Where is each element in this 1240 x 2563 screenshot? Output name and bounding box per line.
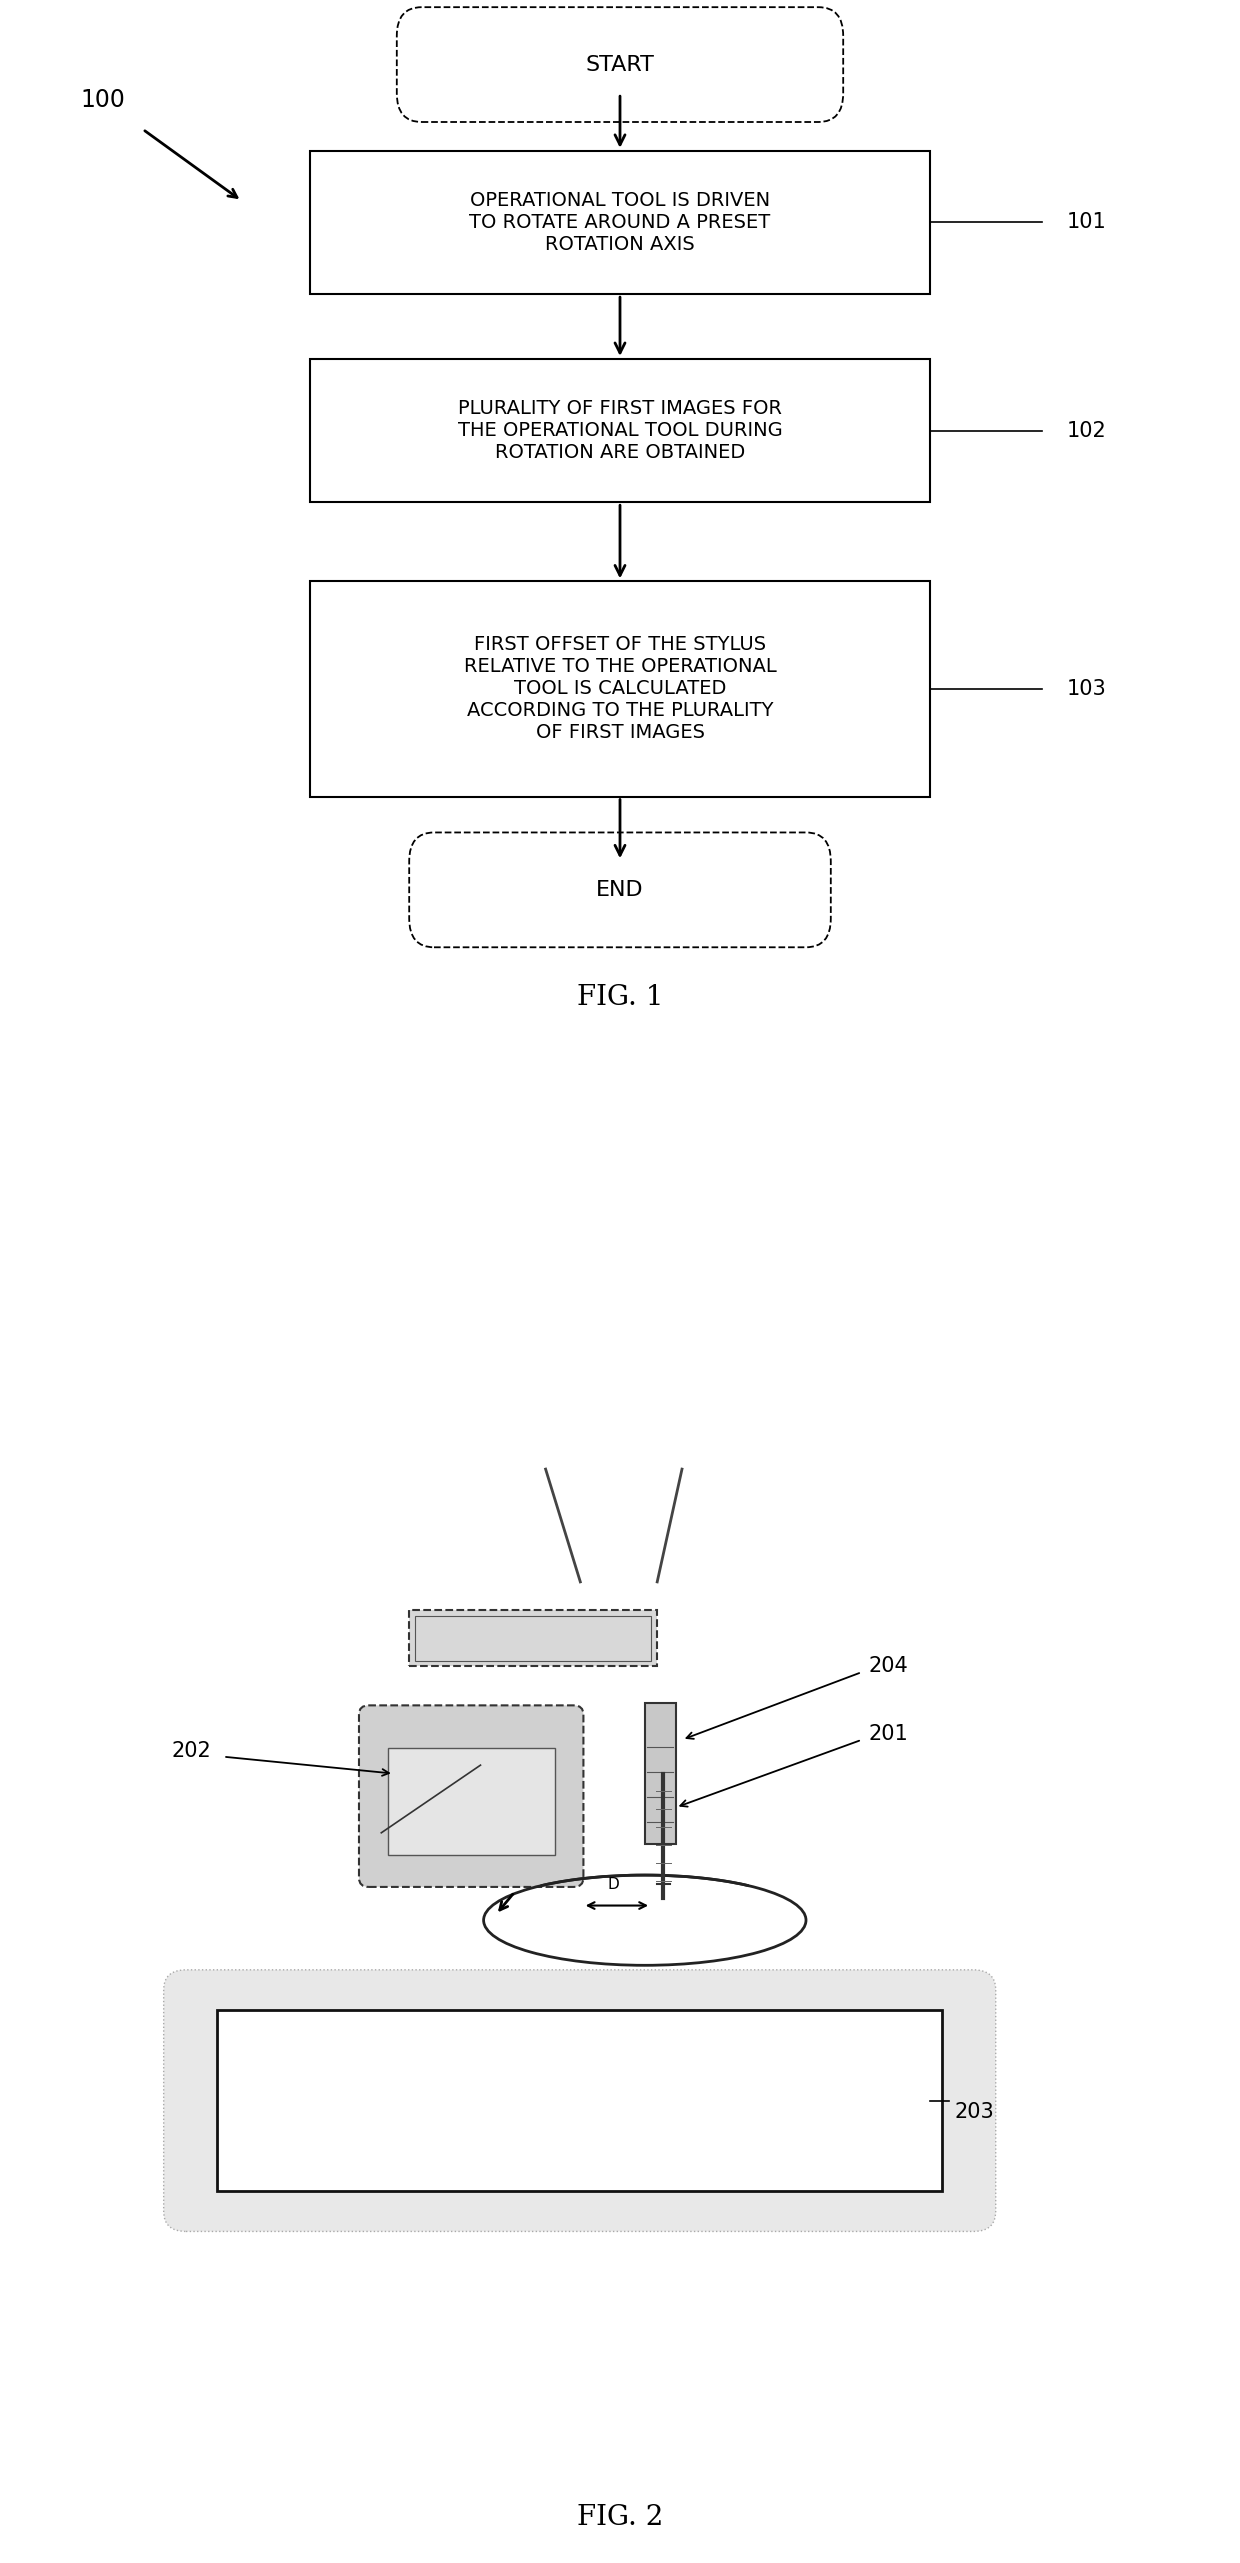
Bar [645,1704,676,1845]
Text: FIG. 1: FIG. 1 [577,984,663,1010]
Bar [310,359,930,502]
Text: D: D [608,1876,620,1891]
Text: 201: 201 [868,1725,908,1745]
FancyBboxPatch shape [409,1610,657,1666]
Text: 100: 100 [81,90,125,113]
Text: PLURALITY OF FIRST IMAGES FOR
THE OPERATIONAL TOOL DURING
ROTATION ARE OBTAINED: PLURALITY OF FIRST IMAGES FOR THE OPERAT… [458,400,782,461]
Text: 204: 204 [868,1656,908,1676]
Bar [217,2009,942,2191]
Bar [387,1748,556,1856]
Text: 202: 202 [171,1740,211,1761]
Bar [310,582,930,797]
Text: 102: 102 [1066,420,1106,441]
Bar [415,1615,651,1661]
FancyBboxPatch shape [360,1704,583,1886]
Text: 203: 203 [955,2102,994,2122]
Text: START: START [585,54,655,74]
Text: 103: 103 [1066,679,1106,700]
FancyBboxPatch shape [409,833,831,948]
Text: END: END [596,879,644,900]
FancyBboxPatch shape [164,1971,996,2232]
Text: FIG. 2: FIG. 2 [577,2504,663,2532]
Text: OPERATIONAL TOOL IS DRIVEN
TO ROTATE AROUND A PRESET
ROTATION AXIS: OPERATIONAL TOOL IS DRIVEN TO ROTATE ARO… [470,192,770,254]
Text: FIRST OFFSET OF THE STYLUS
RELATIVE TO THE OPERATIONAL
TOOL IS CALCULATED
ACCORD: FIRST OFFSET OF THE STYLUS RELATIVE TO T… [464,636,776,743]
Text: 101: 101 [1066,213,1106,233]
FancyBboxPatch shape [397,8,843,123]
Bar [310,151,930,295]
